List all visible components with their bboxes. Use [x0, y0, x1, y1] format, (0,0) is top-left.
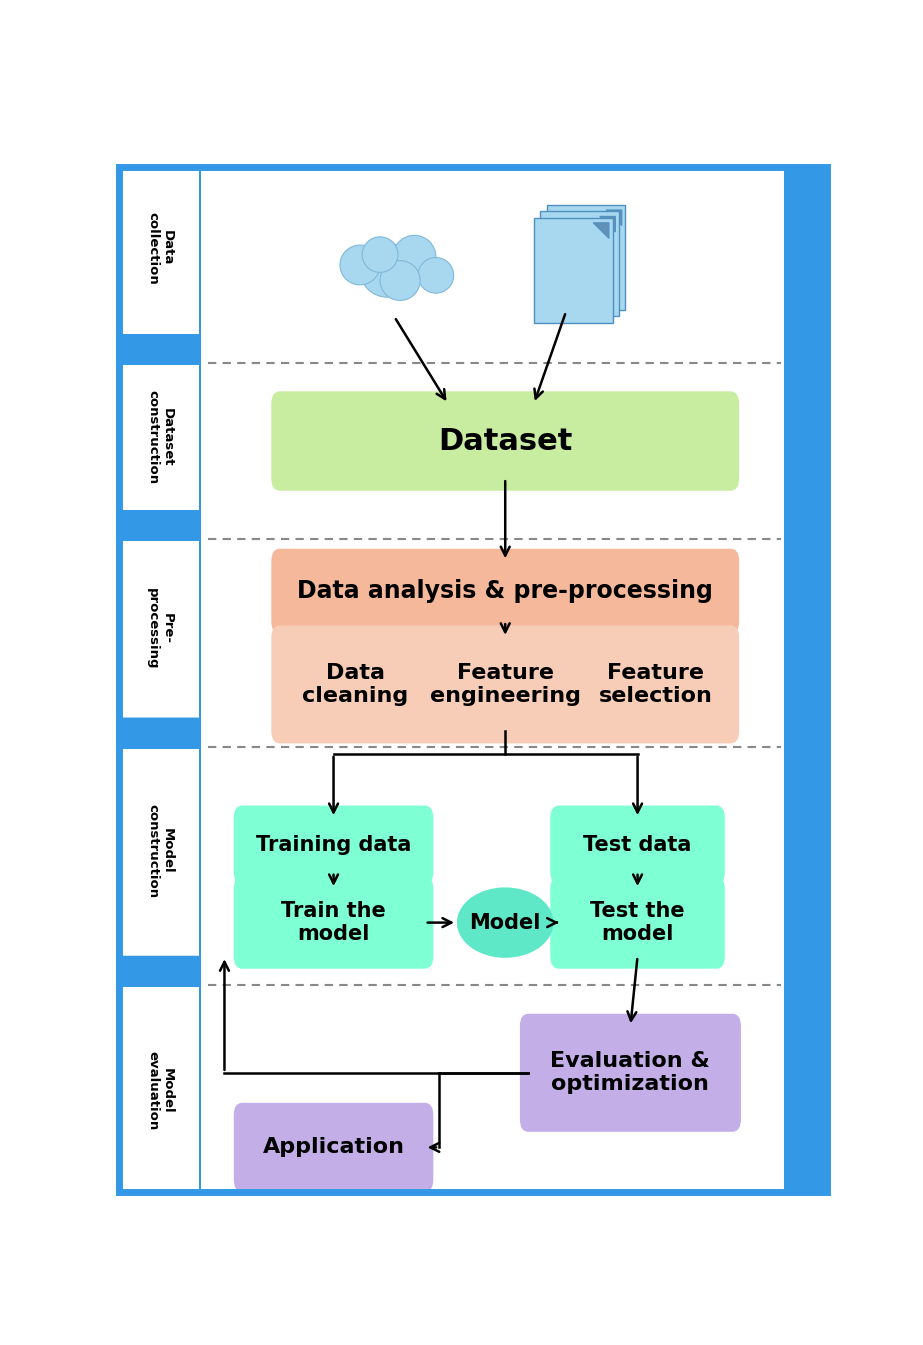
Ellipse shape — [457, 888, 554, 958]
Text: Test data: Test data — [583, 835, 691, 855]
FancyBboxPatch shape — [121, 366, 199, 510]
FancyBboxPatch shape — [546, 204, 626, 309]
Text: Dataset
construction: Dataset construction — [146, 390, 174, 484]
FancyBboxPatch shape — [121, 542, 199, 717]
FancyBboxPatch shape — [119, 167, 201, 1192]
FancyBboxPatch shape — [121, 987, 199, 1197]
Text: Train the
model: Train the model — [282, 901, 386, 944]
Ellipse shape — [360, 243, 414, 297]
FancyBboxPatch shape — [121, 164, 199, 335]
Ellipse shape — [340, 245, 380, 285]
Text: Dataset: Dataset — [438, 426, 572, 456]
Text: Model
evaluation: Model evaluation — [146, 1052, 174, 1131]
FancyBboxPatch shape — [785, 167, 827, 1192]
Text: Model: Model — [470, 913, 541, 932]
FancyBboxPatch shape — [271, 391, 739, 491]
FancyBboxPatch shape — [271, 625, 739, 744]
FancyBboxPatch shape — [550, 806, 725, 884]
FancyBboxPatch shape — [550, 877, 725, 968]
Polygon shape — [121, 956, 199, 985]
FancyBboxPatch shape — [234, 1103, 433, 1192]
Polygon shape — [593, 223, 609, 238]
FancyBboxPatch shape — [271, 549, 739, 633]
FancyBboxPatch shape — [540, 211, 619, 316]
Text: Feature
selection: Feature selection — [598, 663, 713, 706]
Polygon shape — [121, 335, 199, 363]
Ellipse shape — [393, 235, 436, 278]
Polygon shape — [600, 217, 616, 231]
FancyBboxPatch shape — [520, 1014, 741, 1131]
Text: Training data: Training data — [256, 835, 412, 855]
Text: Feature
engineering: Feature engineering — [430, 663, 581, 706]
Ellipse shape — [418, 257, 454, 293]
Text: Data
collection: Data collection — [146, 211, 174, 284]
Text: Test the
model: Test the model — [590, 901, 685, 944]
Ellipse shape — [362, 237, 398, 273]
Text: Evaluation &
optimization: Evaluation & optimization — [550, 1052, 711, 1095]
FancyBboxPatch shape — [533, 218, 613, 323]
Text: Pre-
processing: Pre- processing — [146, 588, 174, 670]
Ellipse shape — [380, 261, 420, 300]
Text: Data analysis & pre-processing: Data analysis & pre-processing — [297, 580, 713, 603]
Polygon shape — [121, 717, 199, 746]
FancyBboxPatch shape — [234, 806, 433, 884]
Text: Data
cleaning: Data cleaning — [302, 663, 408, 706]
Text: Application: Application — [262, 1138, 404, 1157]
Polygon shape — [606, 210, 622, 226]
Text: Model
construction: Model construction — [146, 804, 174, 898]
FancyBboxPatch shape — [234, 877, 433, 968]
FancyBboxPatch shape — [121, 749, 199, 956]
Polygon shape — [121, 510, 199, 539]
